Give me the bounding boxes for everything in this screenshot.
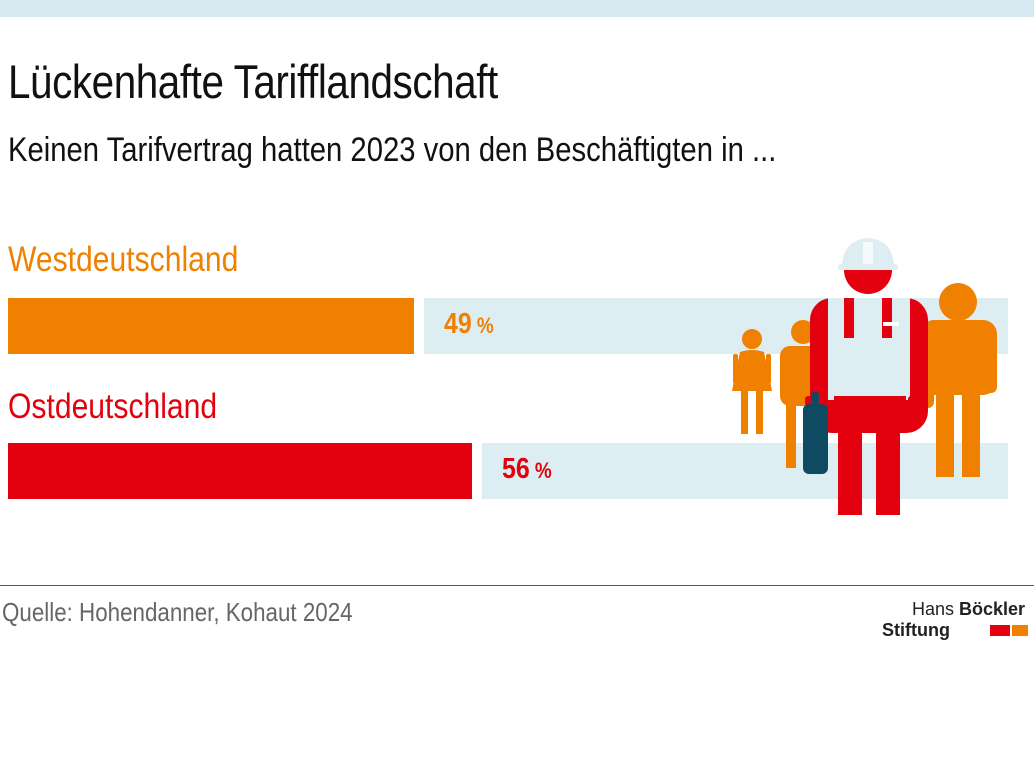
source-note: Quelle: Hohendanner, Kohaut 2024	[2, 597, 353, 627]
bar-gap	[414, 298, 424, 354]
data-label-value: 49	[444, 308, 472, 340]
data-label-unit: %	[534, 458, 552, 483]
logo-red-square	[990, 625, 1010, 636]
logo-line-2: Stiftung	[882, 620, 950, 640]
data-label: 56%	[502, 453, 552, 486]
top-accent-bar	[0, 0, 1034, 17]
data-label-unit: %	[476, 313, 494, 338]
category-label: Westdeutschland	[8, 240, 239, 279]
data-label-value: 56	[502, 453, 530, 485]
man-figure-icon	[920, 283, 997, 477]
bar-gap	[472, 443, 482, 499]
worker-figure-icon	[805, 238, 928, 515]
chart-title: Lückenhafte Tarifflandschaft	[8, 55, 498, 108]
logo-orange-square	[1012, 625, 1028, 636]
workers-illustration-icon	[732, 238, 997, 515]
footer-divider	[0, 585, 1034, 586]
hans-boeckler-stiftung-logo: Hans Böckler Stiftung	[882, 599, 1032, 643]
bar	[8, 443, 472, 499]
category-label: Ostdeutschland	[8, 387, 218, 426]
child-figure-icon	[732, 329, 772, 434]
logo-line-1: Hans Böckler	[912, 599, 1026, 619]
chart-subtitle: Keinen Tarifvertrag hatten 2023 von den …	[8, 131, 777, 169]
bag-icon	[803, 392, 828, 474]
bar	[8, 298, 414, 354]
data-label: 49%	[444, 308, 494, 341]
